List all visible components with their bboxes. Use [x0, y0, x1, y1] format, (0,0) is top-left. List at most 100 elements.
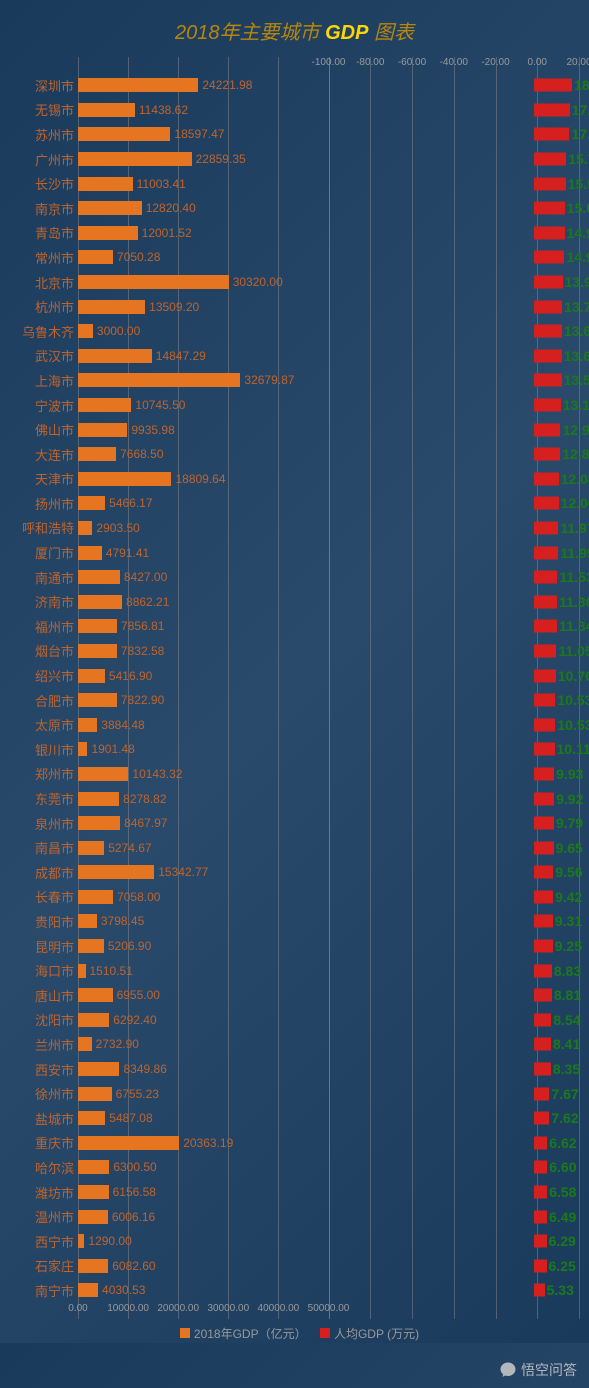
city-label: 太原市 [14, 715, 78, 734]
percapita-value-label: 9.92 [556, 791, 583, 807]
gdp-bar [78, 792, 119, 806]
bars-area: 8349.868.35 [78, 1057, 575, 1082]
percapita-value-label: 9.25 [555, 938, 582, 954]
bars-area: 6082.606.25 [78, 1254, 575, 1279]
gdp-value-label: 2732.90 [96, 1037, 139, 1051]
city-label: 无锡市 [14, 100, 78, 119]
table-row: 长春市7058.009.42 [14, 885, 575, 910]
table-row: 大连市7668.5012.89 [14, 442, 575, 467]
city-label: 石家庄 [14, 1256, 78, 1275]
city-label: 深圳市 [14, 76, 78, 95]
percapita-value-label: 10.53 [557, 692, 589, 708]
bars-area: 1510.518.83 [78, 958, 575, 983]
gdp-bar [78, 1210, 108, 1224]
city-label: 沈阳市 [14, 1010, 78, 1029]
gdp-bar [78, 398, 131, 412]
bars-area: 20363.196.62 [78, 1131, 575, 1156]
percapita-value-label: 11.36 [559, 594, 589, 610]
top-x-axis: -100.00-80.00-60.00-40.00-20.000.0020.00 [14, 57, 575, 73]
bars-area: 15342.779.56 [78, 860, 575, 885]
table-row: 武汉市14847.2913.60 [14, 344, 575, 369]
gdp-bar [78, 152, 192, 166]
legend: 2018年GDP（亿元） 人均GDP (万元) [8, 1319, 581, 1348]
table-row: 无锡市11438.6217.40 [14, 98, 575, 123]
gdp-value-label: 13509.20 [149, 300, 199, 314]
table-row: 昆明市5206.909.25 [14, 934, 575, 959]
table-row: 西宁市1290.006.29 [14, 1229, 575, 1254]
percapita-value-label: 12.89 [562, 446, 589, 462]
gdp-value-label: 30320.00 [233, 275, 283, 289]
percapita-bar [534, 1112, 550, 1125]
gdp-bar [78, 1185, 109, 1199]
percapita-bar [534, 989, 552, 1002]
percapita-value-label: 11.05 [558, 643, 589, 659]
table-row: 郑州市10143.329.93 [14, 762, 575, 787]
percapita-bar [534, 423, 561, 436]
gdp-bar [78, 472, 171, 486]
city-label: 北京市 [14, 273, 78, 292]
gdp-value-label: 9935.98 [131, 423, 174, 437]
bars-area: 6755.237.67 [78, 1081, 575, 1106]
percapita-bar [534, 743, 555, 756]
percapita-value-label: 14.91 [566, 249, 589, 265]
gdp-bar [78, 373, 240, 387]
percapita-value-label: 5.33 [547, 1282, 574, 1298]
gdp-value-label: 24221.98 [202, 78, 252, 92]
table-row: 唐山市6955.008.81 [14, 983, 575, 1008]
percapita-value-label: 6.58 [549, 1184, 576, 1200]
gdp-bar [78, 693, 117, 707]
percapita-bar [534, 1136, 548, 1149]
percapita-bar [534, 1284, 545, 1297]
bars-area: 7050.2814.91 [78, 245, 575, 270]
percapita-bar [534, 595, 558, 608]
bars-area: 8467.979.79 [78, 811, 575, 836]
percapita-bar [534, 571, 558, 584]
top-axis-tick: -60.00 [398, 57, 426, 68]
bars-area: 6006.166.49 [78, 1204, 575, 1229]
gdp-value-label: 6292.40 [113, 1013, 156, 1027]
gdp-bar [78, 644, 117, 658]
percapita-bar [534, 1161, 548, 1174]
table-row: 沈阳市6292.408.54 [14, 1008, 575, 1033]
city-label: 南昌市 [14, 838, 78, 857]
percapita-bar [534, 103, 570, 116]
gdp-value-label: 8349.86 [123, 1062, 166, 1076]
bars-area: 7832.5811.05 [78, 639, 575, 664]
legend-label-1: 2018年GDP（亿元） [194, 1327, 307, 1341]
city-label: 绍兴市 [14, 666, 78, 685]
percapita-bar [534, 620, 557, 633]
city-label: 重庆市 [14, 1133, 78, 1152]
percapita-bar [534, 915, 553, 928]
bars-area: 4791.4111.95 [78, 540, 575, 565]
percapita-bar [534, 1038, 551, 1051]
table-row: 扬州市5466.1712.06 [14, 491, 575, 516]
percapita-bar [534, 1259, 547, 1272]
city-label: 福州市 [14, 617, 78, 636]
table-row: 烟台市7832.5811.05 [14, 639, 575, 664]
bars-area: 32679.8713.52 [78, 368, 575, 393]
rows-container: 深圳市24221.9818.59无锡市11438.6217.40苏州市18597… [14, 73, 575, 1303]
watermark: 悟空问答 [499, 1360, 577, 1380]
gdp-value-label: 10745.50 [135, 398, 185, 412]
bottom-x-axis: 0.0010000.0020000.0030000.0040000.005000… [14, 1303, 575, 1319]
bars-area: 10143.329.93 [78, 762, 575, 787]
percapita-value-label: 9.31 [555, 913, 582, 929]
gdp-value-label: 7058.00 [117, 890, 160, 904]
gdp-value-label: 7832.58 [121, 644, 164, 658]
gdp-bar [78, 1283, 98, 1297]
city-label: 大连市 [14, 445, 78, 464]
table-row: 太原市3884.4810.53 [14, 712, 575, 737]
table-row: 西安市8349.868.35 [14, 1057, 575, 1082]
percapita-bar [534, 1087, 550, 1100]
city-label: 扬州市 [14, 494, 78, 513]
gdp-value-label: 6082.60 [112, 1259, 155, 1273]
percapita-bar [534, 79, 572, 92]
gdp-bar [78, 890, 113, 904]
gdp-bar [78, 127, 170, 141]
gdp-value-label: 4791.41 [106, 546, 149, 560]
bars-area: 30320.0013.97 [78, 270, 575, 295]
gdp-value-label: 11003.41 [137, 177, 186, 191]
gdp-value-label: 12001.52 [142, 226, 192, 240]
chart-title: 2018年主要城市 GDP 图表 [8, 8, 581, 57]
percapita-value-label: 17.40 [572, 102, 589, 118]
